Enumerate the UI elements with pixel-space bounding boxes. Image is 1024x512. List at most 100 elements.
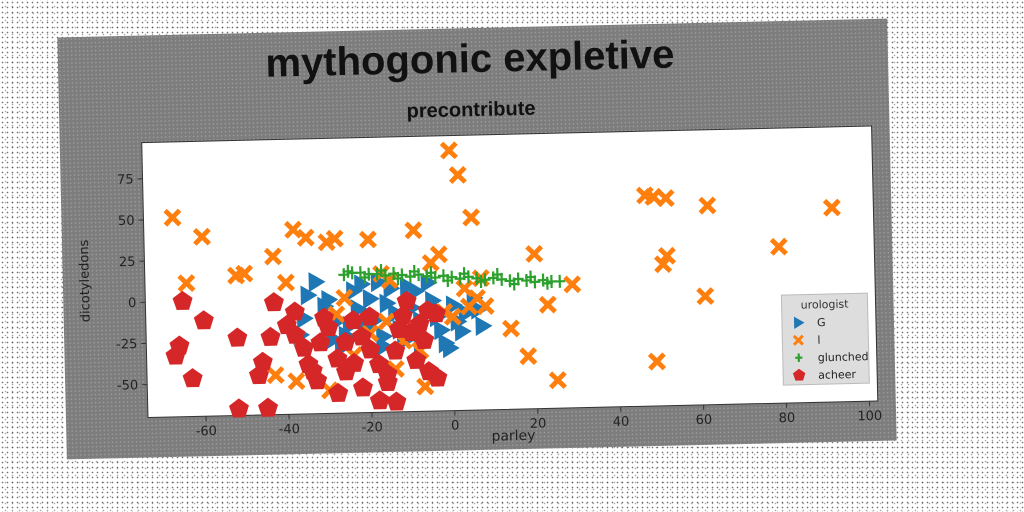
data-point xyxy=(647,352,667,371)
data-point xyxy=(563,275,582,294)
data-point xyxy=(300,285,318,306)
x-tick-label: 100 xyxy=(857,409,882,425)
data-point xyxy=(475,316,493,337)
data-point xyxy=(342,264,354,278)
data-point xyxy=(476,296,495,316)
data-point xyxy=(177,274,196,293)
data-point xyxy=(285,324,306,344)
data-point xyxy=(519,347,538,366)
data-point xyxy=(442,274,454,288)
data-point xyxy=(284,220,303,239)
data-point xyxy=(475,274,487,289)
data-point xyxy=(287,372,306,391)
data-point xyxy=(392,271,404,285)
legend-label: l xyxy=(817,334,820,347)
x-axis-label: parley xyxy=(491,428,535,445)
data-point xyxy=(182,368,203,388)
figure-panel: mythogonic expletive precontribute -60 -4… xyxy=(57,18,897,460)
data-point xyxy=(260,326,281,346)
data-point xyxy=(369,390,390,410)
data-point xyxy=(229,398,249,418)
data-point xyxy=(448,165,467,184)
y-tick-label: 50 xyxy=(118,214,135,229)
legend-marker-acheer xyxy=(792,368,806,381)
data-point xyxy=(769,237,788,256)
data-point xyxy=(354,274,372,295)
y-tick-label: 0 xyxy=(128,296,137,311)
data-point xyxy=(538,295,557,314)
data-point xyxy=(293,337,314,357)
data-point xyxy=(554,274,566,288)
data-point xyxy=(416,377,435,396)
data-point xyxy=(427,367,448,387)
y-tick-label: -25 xyxy=(116,337,138,352)
x-tick-label: -20 xyxy=(361,420,383,435)
data-point xyxy=(698,196,717,215)
data-point xyxy=(420,272,438,293)
y-tick-label: 25 xyxy=(119,255,136,270)
data-point xyxy=(525,244,544,263)
data-point xyxy=(502,319,521,338)
x-tick-label: 40 xyxy=(613,415,630,430)
data-point xyxy=(439,141,459,160)
data-point xyxy=(443,307,462,326)
data-point xyxy=(541,276,553,290)
data-point xyxy=(258,397,279,417)
chart-subtitle: precontribute xyxy=(406,98,535,123)
data-point xyxy=(276,273,295,292)
data-point xyxy=(408,264,420,278)
series-glunched xyxy=(338,264,566,291)
data-point xyxy=(359,306,380,326)
x-tick-label: -40 xyxy=(279,422,301,437)
data-point xyxy=(414,329,435,350)
data-point xyxy=(525,270,537,284)
series-acheer xyxy=(165,290,448,418)
data-point xyxy=(284,301,305,321)
data-point xyxy=(336,361,357,381)
data-point xyxy=(396,290,417,310)
y-axis-label: dicotyledons xyxy=(77,239,94,322)
legend-box xyxy=(780,292,870,386)
x-tick-label: 60 xyxy=(696,413,713,428)
data-point xyxy=(314,307,334,327)
legend-title: urologist xyxy=(801,298,850,312)
x-tick-label: 20 xyxy=(530,416,547,431)
data-point xyxy=(263,292,284,312)
data-point xyxy=(263,247,282,266)
data-point xyxy=(321,289,339,310)
data-point xyxy=(308,272,326,293)
data-point xyxy=(325,229,344,248)
legend-marker-glunched xyxy=(795,353,803,362)
data-point xyxy=(379,293,397,314)
data-point xyxy=(351,326,372,346)
data-point xyxy=(386,391,407,411)
data-point xyxy=(822,198,841,217)
data-point xyxy=(266,366,285,385)
legend-label: G xyxy=(817,316,826,329)
data-point xyxy=(442,338,460,359)
data-point xyxy=(327,348,348,368)
data-point xyxy=(429,245,448,264)
legend: urologist Gl glunched acheer xyxy=(780,292,870,386)
data-point xyxy=(163,208,182,227)
data-point xyxy=(296,228,315,247)
legend-marker-l xyxy=(792,334,804,346)
data-point xyxy=(235,264,254,283)
y-tick-label: -50 xyxy=(117,378,139,393)
data-point xyxy=(425,266,437,280)
data-point xyxy=(392,305,413,325)
x-tick-label: 80 xyxy=(778,411,795,426)
data-point xyxy=(658,246,677,265)
data-point xyxy=(458,303,476,324)
data-point xyxy=(548,371,567,390)
data-point xyxy=(165,345,186,365)
data-point xyxy=(360,339,381,359)
data-point xyxy=(445,295,463,316)
data-point xyxy=(696,287,715,306)
data-point xyxy=(328,382,349,403)
data-point xyxy=(491,267,503,282)
scatter-chart: mythogonic expletive precontribute -60 -4… xyxy=(77,32,883,445)
data-point xyxy=(656,189,675,208)
data-point xyxy=(359,271,371,285)
data-point xyxy=(377,371,398,392)
